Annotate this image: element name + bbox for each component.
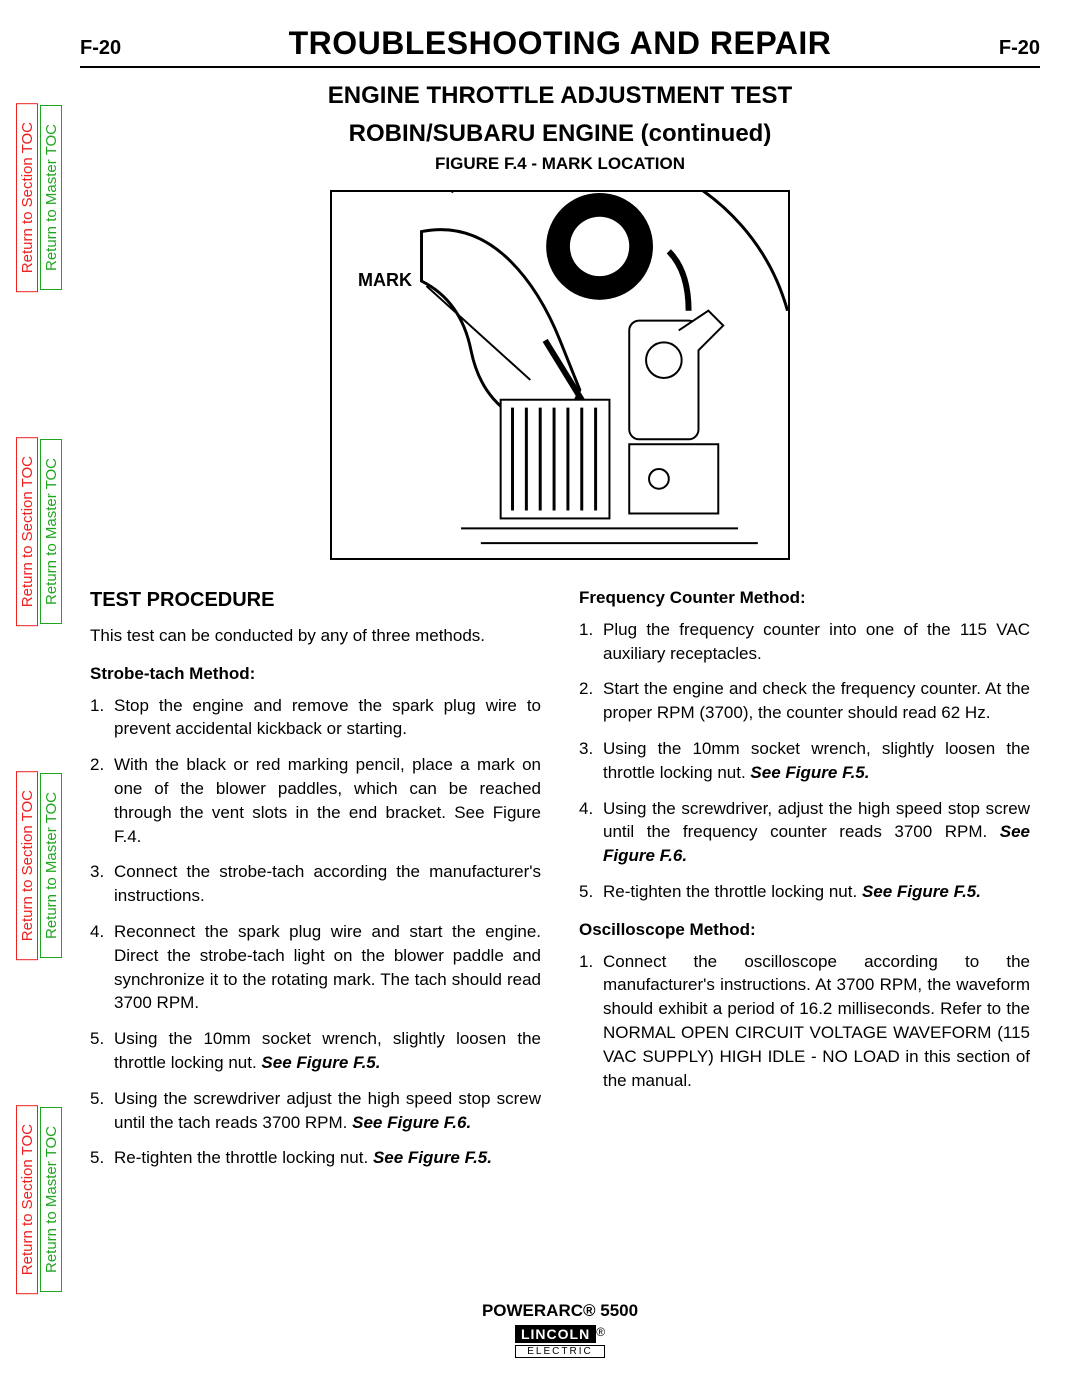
step-number: 4. [90,920,114,1015]
logo-registered-icon: ® [596,1325,605,1339]
strobe-tach-steps: 1.Stop the engine and remove the spark p… [90,694,541,1171]
step-number: 3. [90,860,114,908]
body-columns: TEST PROCEDURE This test can be conducte… [80,586,1040,1182]
procedure-step: 1.Connect the oscilloscope according to … [579,950,1030,1093]
step-number: 5. [90,1087,114,1135]
step-number: 1. [579,618,603,666]
procedure-step: 2.Start the engine and check the frequen… [579,677,1030,725]
procedure-step: 3.Using the 10mm socket wrench, slightly… [579,737,1030,785]
logo-bottom: ELECTRIC [515,1345,605,1358]
figure-reference: See Figure F.5. [373,1148,492,1167]
step-text: Using the 10mm socket wrench, slightly l… [114,1027,541,1075]
return-master-toc-link[interactable]: Return to Master TOC [40,1107,62,1292]
step-text: Reconnect the spark plug wire and start … [114,920,541,1015]
figure-f4: MARK [330,190,790,560]
procedure-step: 5.Re-tighten the throttle locking nut. S… [579,880,1030,904]
page-header: F-20 TROUBLESHOOTING AND REPAIR F-20 [80,25,1040,68]
procedure-step: 1.Stop the engine and remove the spark p… [90,694,541,742]
section-toc-column: Return to Section TOC Return to Section … [16,0,40,1397]
mark-label: MARK [358,270,412,291]
procedure-step: 3.Connect the strobe-tach according the … [90,860,541,908]
step-number: 5. [90,1027,114,1075]
oscilloscope-steps: 1.Connect the oscilloscope according to … [579,950,1030,1093]
step-number: 1. [90,694,114,742]
procedure-step: 4.Reconnect the spark plug wire and star… [90,920,541,1015]
return-master-toc-link[interactable]: Return to Master TOC [40,105,62,290]
procedure-step: 5.Using the 10mm socket wrench, slightly… [90,1027,541,1075]
step-number: 5. [579,880,603,904]
page-number-left: F-20 [80,37,140,60]
return-section-toc-link[interactable]: Return to Section TOC [16,1105,38,1294]
oscilloscope-heading: Oscilloscope Method: [579,918,1030,942]
figure-reference: See Figure F.6. [352,1113,471,1132]
step-number: 1. [579,950,603,1093]
step-number: 2. [579,677,603,725]
engine-diagram-svg [332,192,788,558]
procedure-step: 2.With the black or red marking pencil, … [90,753,541,848]
side-tabs: Return to Section TOC Return to Section … [16,0,64,1397]
right-column: Frequency Counter Method: 1.Plug the fre… [579,586,1030,1182]
step-text: Connect the oscilloscope according to th… [603,950,1030,1093]
return-section-toc-link[interactable]: Return to Section TOC [16,771,38,960]
strobe-tach-heading: Strobe-tach Method: [90,662,541,686]
figure-wrap: MARK [80,190,1040,560]
return-master-toc-link[interactable]: Return to Master TOC [40,773,62,958]
intro-paragraph: This test can be conducted by any of thr… [90,624,541,648]
step-text: Stop the engine and remove the spark plu… [114,694,541,742]
figure-reference: See Figure F.5. [750,763,869,782]
page-footer: POWERARC® 5500 LINCOLN® ELECTRIC [80,1301,1040,1359]
step-text: Using the screwdriver, adjust the high s… [603,797,1030,868]
page-number-right: F-20 [980,37,1040,60]
logo-top: LINCOLN [515,1325,596,1343]
step-text: Using the screwdriver adjust the high sp… [114,1087,541,1135]
step-text: Using the 10mm socket wrench, slightly l… [603,737,1030,785]
procedure-step: 5.Re-tighten the throttle locking nut. S… [90,1146,541,1170]
test-procedure-heading: TEST PROCEDURE [90,586,541,614]
step-text: Connect the strobe-tach according the ma… [114,860,541,908]
step-text: Start the engine and check the frequency… [603,677,1030,725]
figure-reference: See Figure F.5. [862,882,981,901]
procedure-step: 5.Using the screwdriver adjust the high … [90,1087,541,1135]
figure-caption: FIGURE F.4 - MARK LOCATION [80,154,1040,174]
page: Return to Section TOC Return to Section … [0,0,1080,1397]
figure-reference: See Figure F.6. [603,822,1030,865]
product-name: POWERARC® 5500 [80,1301,1040,1321]
section-title: TROUBLESHOOTING AND REPAIR [140,25,980,62]
step-number: 4. [579,797,603,868]
step-text: With the black or red marking pencil, pl… [114,753,541,848]
master-toc-column: Return to Master TOC Return to Master TO… [40,0,64,1397]
subtitle-2: ROBIN/SUBARU ENGINE (continued) [80,120,1040,148]
return-master-toc-link[interactable]: Return to Master TOC [40,439,62,624]
return-section-toc-link[interactable]: Return to Section TOC [16,437,38,626]
procedure-step: 1.Plug the frequency counter into one of… [579,618,1030,666]
frequency-counter-heading: Frequency Counter Method: [579,586,1030,610]
step-number: 3. [579,737,603,785]
frequency-counter-steps: 1.Plug the frequency counter into one of… [579,618,1030,904]
step-number: 5. [90,1146,114,1170]
content-area: F-20 TROUBLESHOOTING AND REPAIR F-20 ENG… [80,25,1040,1377]
left-column: TEST PROCEDURE This test can be conducte… [90,586,541,1182]
step-text: Plug the frequency counter into one of t… [603,618,1030,666]
subtitle-1: ENGINE THROTTLE ADJUSTMENT TEST [80,82,1040,110]
figure-reference: See Figure F.5. [261,1053,380,1072]
step-text: Re-tighten the throttle locking nut. See… [603,880,1030,904]
step-number: 2. [90,753,114,848]
return-section-toc-link[interactable]: Return to Section TOC [16,103,38,292]
procedure-step: 4.Using the screwdriver, adjust the high… [579,797,1030,868]
step-text: Re-tighten the throttle locking nut. See… [114,1146,541,1170]
lincoln-logo: LINCOLN® ELECTRIC [515,1325,605,1358]
